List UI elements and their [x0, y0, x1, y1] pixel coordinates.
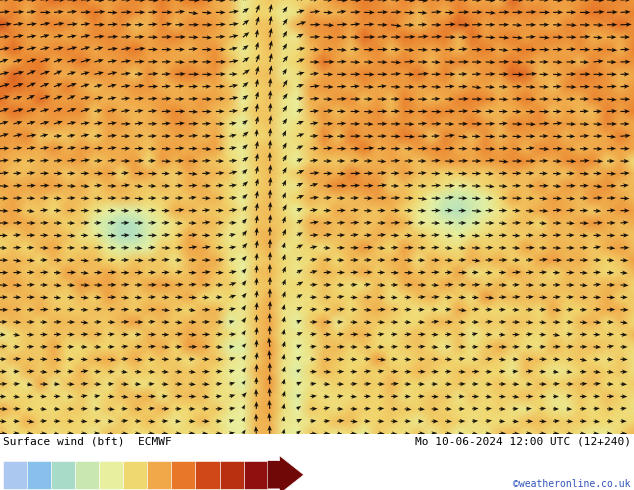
Bar	[243, 461, 268, 489]
Bar	[27, 461, 51, 489]
Bar	[124, 461, 147, 489]
Text: Surface wind (bft)  ECMWF: Surface wind (bft) ECMWF	[3, 437, 172, 446]
Bar	[195, 461, 219, 489]
Bar	[171, 461, 195, 489]
FancyArrow shape	[268, 456, 304, 490]
Bar	[100, 461, 124, 489]
Bar	[51, 461, 75, 489]
Bar	[147, 461, 171, 489]
Text: ©weatheronline.co.uk: ©weatheronline.co.uk	[514, 479, 631, 489]
Text: Mo 10-06-2024 12:00 UTC (12+240): Mo 10-06-2024 12:00 UTC (12+240)	[415, 437, 631, 446]
Bar	[75, 461, 100, 489]
Bar	[219, 461, 243, 489]
Bar	[3, 461, 27, 489]
